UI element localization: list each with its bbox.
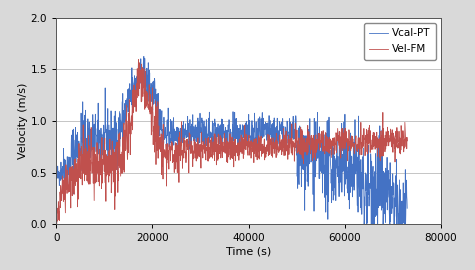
Vel-FM [135, 58, 141, 61]
Vel-FM [216, 144, 222, 147]
X-axis label: Time (s): Time (s) [226, 246, 271, 256]
Legend: Vcal-PT, Vel-FM: Vcal-PT, Vel-FM [364, 23, 436, 60]
Y-axis label: Velocity (m/s): Velocity (m/s) [18, 83, 28, 159]
Vel-FM [254, 143, 259, 147]
Vel-FM [203, 157, 209, 160]
Vel-FM [54, 223, 59, 226]
Vel-FM [53, 217, 59, 220]
Vcal-PT [210, 154, 216, 157]
Vel-FM [404, 139, 410, 143]
Vcal-PT [361, 223, 367, 226]
Line: Vel-FM: Vel-FM [56, 60, 407, 224]
Vel-FM [81, 172, 86, 175]
Vcal-PT [253, 120, 259, 123]
Vcal-PT [202, 131, 208, 134]
Vel-FM [210, 144, 216, 147]
Vcal-PT [216, 134, 222, 138]
Vcal-PT [141, 55, 147, 58]
Vcal-PT [404, 207, 410, 210]
Line: Vcal-PT: Vcal-PT [56, 56, 407, 224]
Vcal-PT [81, 138, 86, 141]
Vel-FM [95, 150, 101, 154]
Vcal-PT [53, 173, 59, 177]
Vcal-PT [95, 119, 101, 122]
